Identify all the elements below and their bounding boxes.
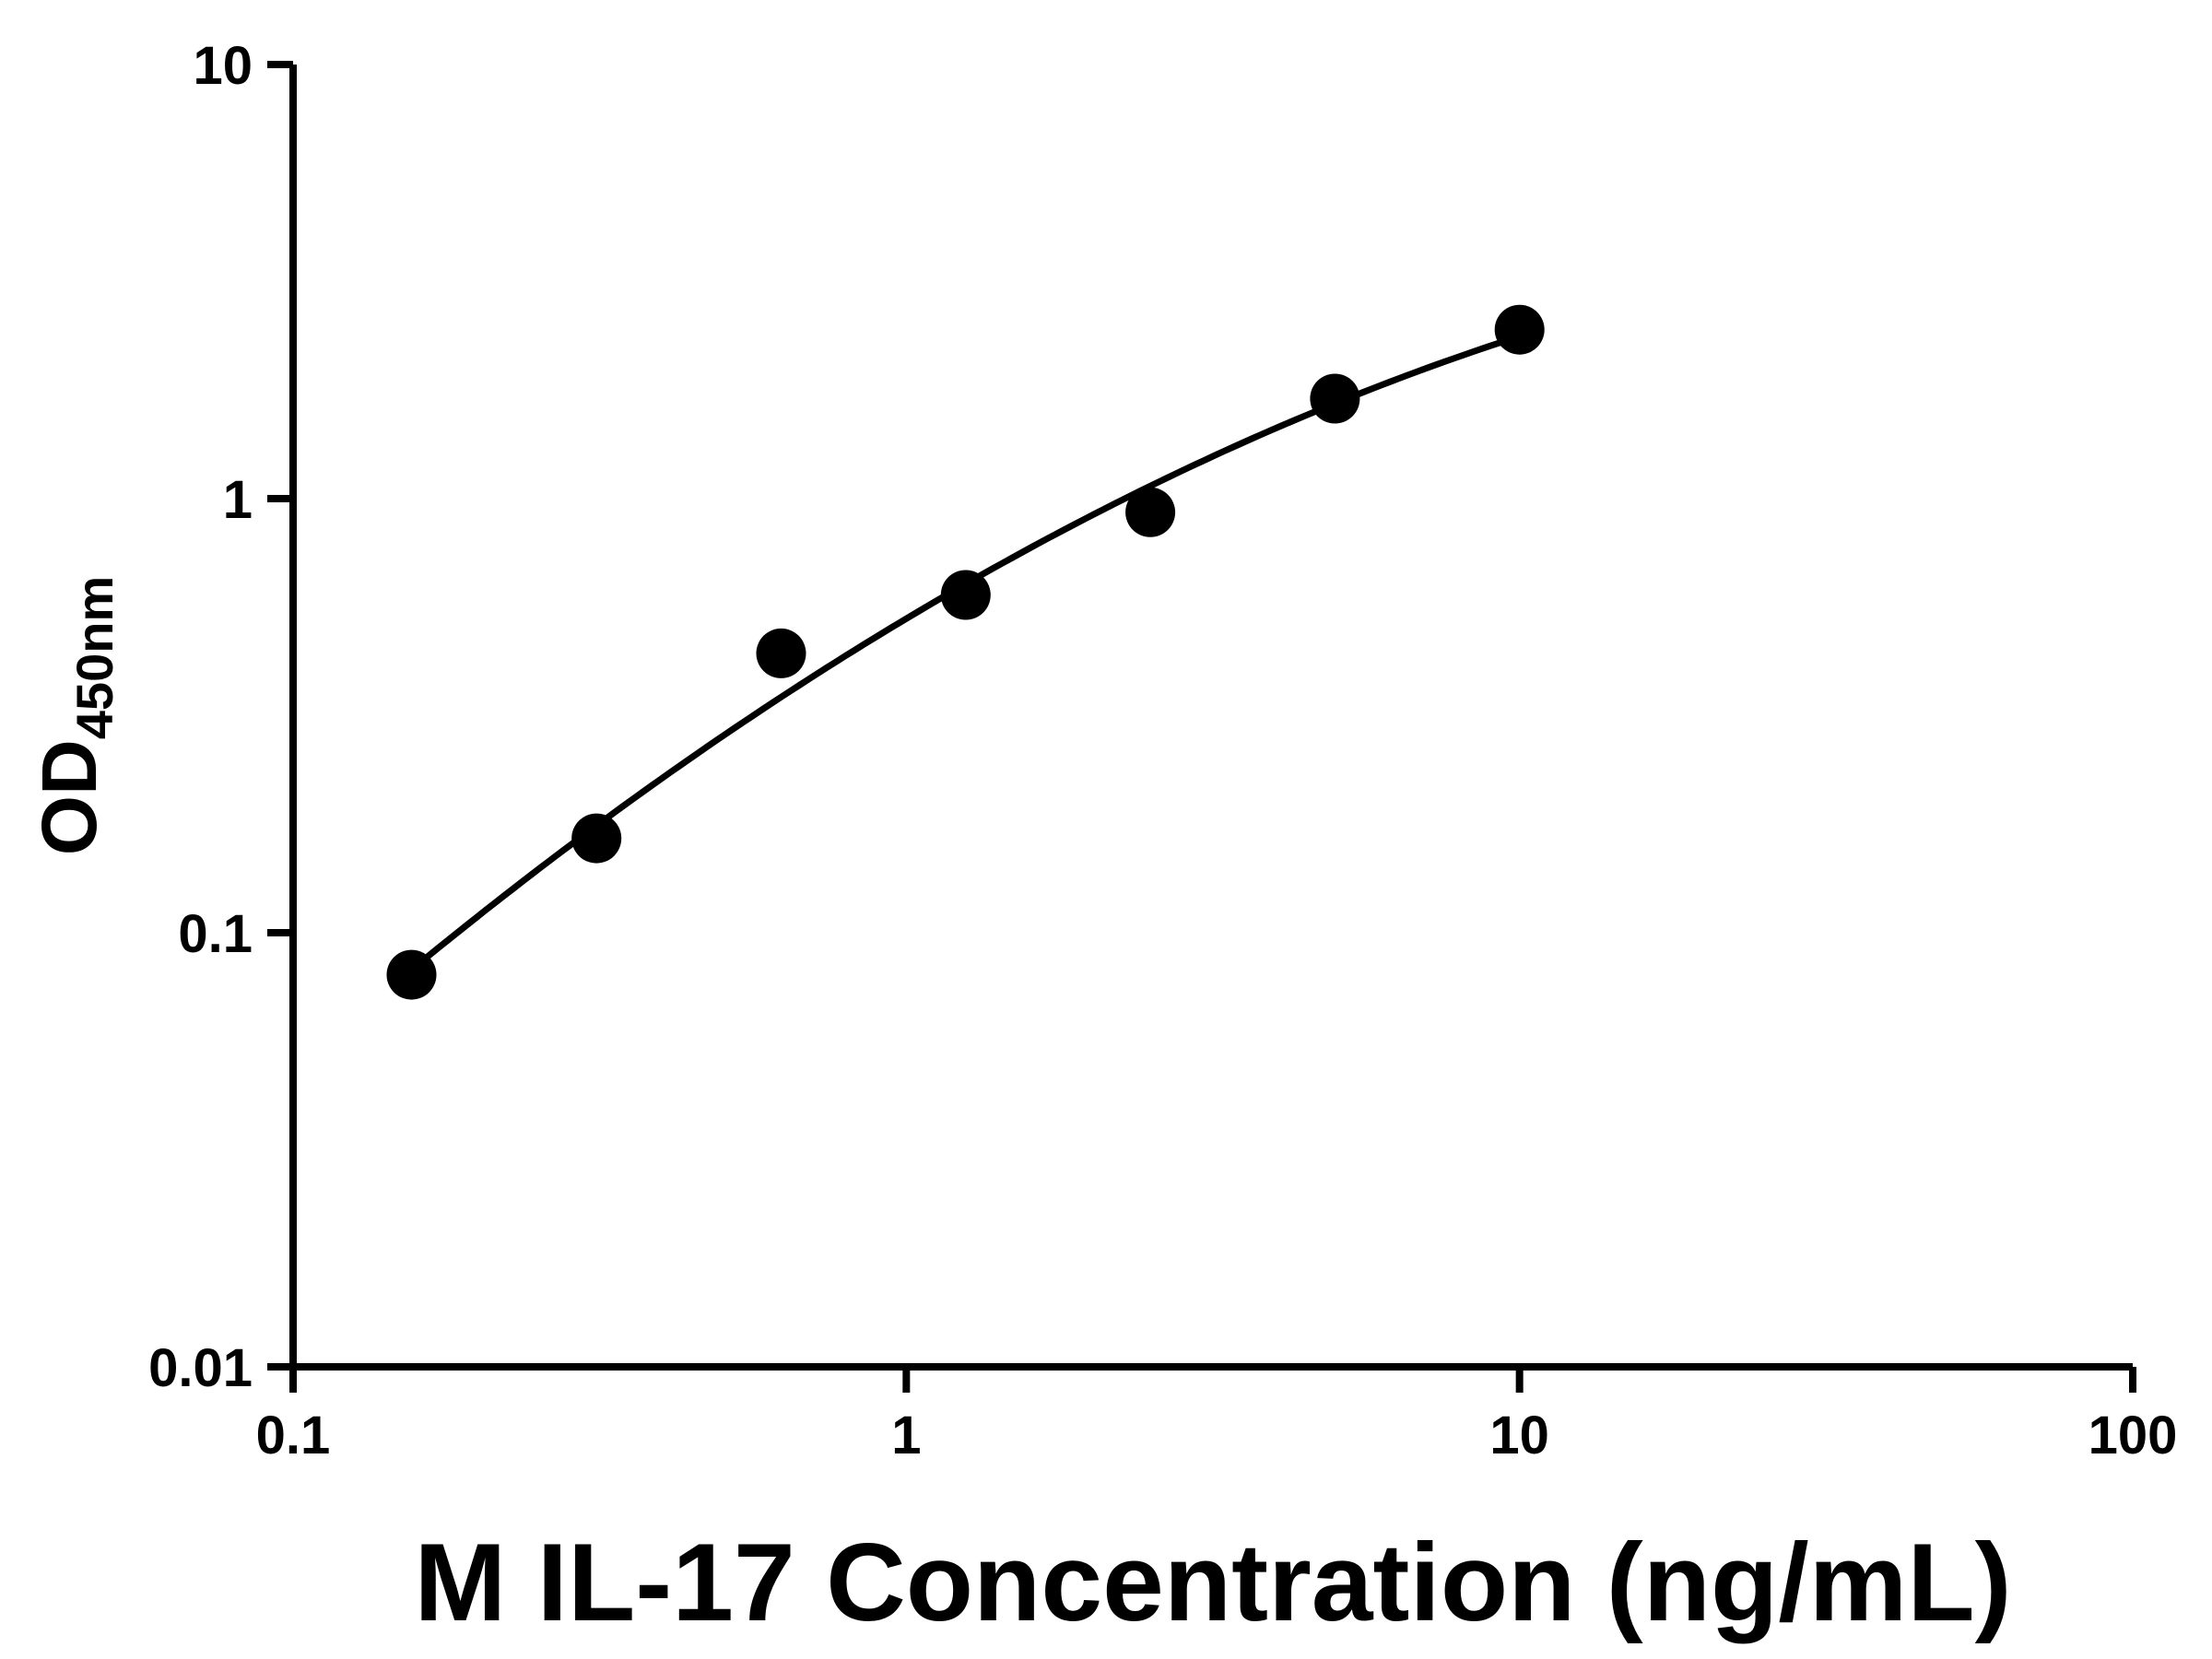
data-point bbox=[1310, 373, 1360, 424]
axes bbox=[289, 65, 2133, 1371]
y-axis-title-subscript: 450nm bbox=[65, 576, 124, 739]
fit-curve bbox=[408, 333, 1524, 973]
y-tick-label: 1 bbox=[223, 470, 253, 530]
y-axis-title: OD450nm bbox=[26, 576, 124, 855]
data-point bbox=[940, 570, 991, 620]
data-point bbox=[386, 949, 437, 1000]
y-axis-title-main: OD bbox=[26, 739, 112, 855]
data-point bbox=[571, 813, 622, 864]
data-point bbox=[756, 628, 806, 678]
data-point bbox=[1494, 304, 1545, 355]
y-tick-label: 0.1 bbox=[178, 904, 253, 964]
x-axis-title: M IL-17 Concentration (ng/mL) bbox=[414, 1521, 2011, 1644]
x-tick-label: 10 bbox=[1489, 1406, 1549, 1465]
x-tick-label: 0.1 bbox=[256, 1406, 331, 1465]
x-tick-label: 100 bbox=[2088, 1406, 2178, 1465]
x-tick-label: 1 bbox=[891, 1406, 921, 1465]
y-tick-label: 10 bbox=[193, 36, 253, 96]
data-point bbox=[1125, 487, 1176, 537]
y-tick-label: 0.01 bbox=[148, 1338, 253, 1398]
